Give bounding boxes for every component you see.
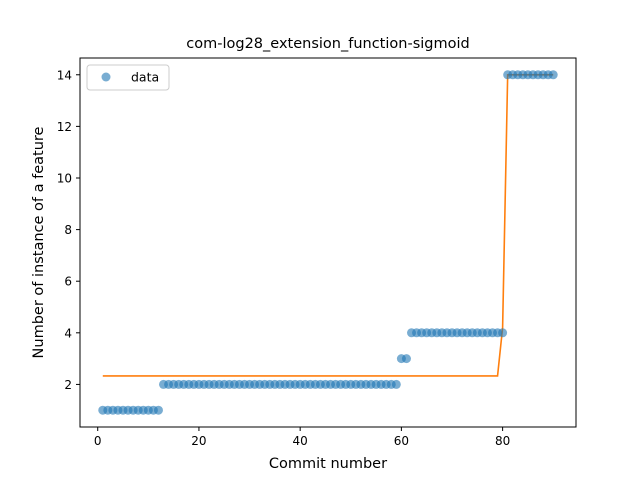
legend-box [86,64,170,91]
data-point [153,405,163,415]
data-point [391,379,401,389]
data-point [548,70,558,80]
legend-label-data: data [131,70,159,85]
legend-marker-data [101,72,111,82]
chart-title: com-log28_extension_function-sigmoid [186,36,469,52]
points-layer [98,70,558,415]
y-tick-label: 12 [57,120,72,134]
y-axis-label: Number of instance of a feature [31,126,47,358]
x-tick-label: 20 [191,434,206,448]
plot-area [80,58,576,427]
x-tick-label: 80 [495,434,510,448]
plot-frame [79,57,577,428]
x-axis-ticks: 0 20 40 60 80 [94,427,510,448]
x-tick-label: 60 [394,434,409,448]
data-point [498,328,508,338]
y-tick-label: 4 [64,326,72,340]
y-tick-label: 6 [64,275,72,289]
legend: data [86,64,170,91]
x-tick-label: 0 [94,434,102,448]
y-axis-ticks: 2 4 6 8 10 12 14 [57,68,80,392]
y-tick-label: 10 [57,171,72,185]
x-tick-label: 40 [293,434,308,448]
x-axis-label: Commit number [269,456,387,472]
y-tick-label: 8 [64,223,72,237]
y-tick-label: 2 [64,378,72,392]
data-point [401,354,411,364]
y-tick-label: 14 [57,68,72,82]
